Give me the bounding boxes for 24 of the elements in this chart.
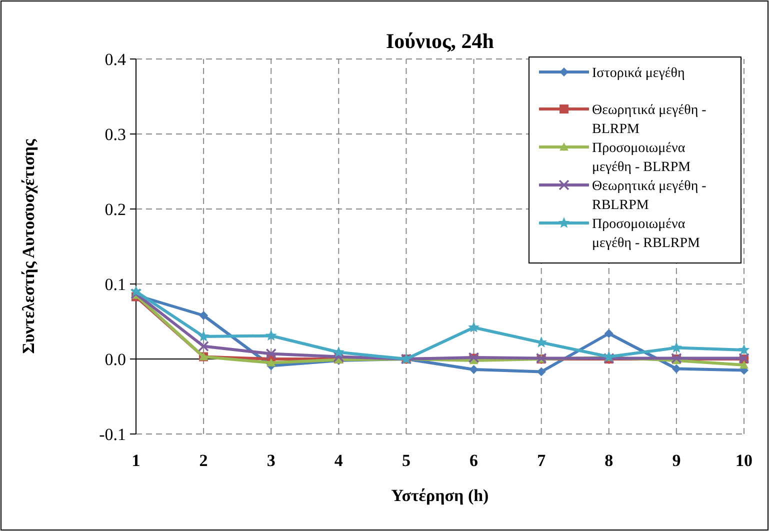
legend-label: Προσομοιωμένα μεγέθη - RBLRPM xyxy=(592,217,700,251)
y-tick-label: 0.1 xyxy=(104,275,126,294)
legend-label: Ιστορικά μεγέθη xyxy=(592,66,685,81)
y-axis-title: Συντελεστής Αυτοσυσχέτισης xyxy=(19,138,38,354)
x-tick-label: 8 xyxy=(604,451,614,470)
y-tick-label: 0.2 xyxy=(104,200,126,219)
chart-title: Ιούνιος, 24h xyxy=(386,29,494,53)
x-tick-label: 2 xyxy=(199,451,208,470)
legend-label: Θεωρητικά μεγέθη - RBLRPM xyxy=(592,179,707,213)
legend-label: Προσομοιωμένα μεγέθη - BLRPM xyxy=(592,141,692,175)
y-tick-label: -0.1 xyxy=(99,425,126,444)
y-tick-label: 0.4 xyxy=(104,50,126,69)
x-tick-label: 7 xyxy=(537,451,546,470)
x-tick-label: 3 xyxy=(266,451,276,470)
x-axis-title: Υστέρηση (h) xyxy=(391,486,489,505)
x-tick-label: 4 xyxy=(334,451,344,470)
x-tick-label: 1 xyxy=(132,451,140,470)
y-tick-label: 0.3 xyxy=(104,125,126,144)
x-tick-label: 9 xyxy=(672,451,681,470)
x-tick-label: 5 xyxy=(402,451,410,470)
y-tick-label: 0.0 xyxy=(104,350,126,369)
legend-label: Θεωρητικά μεγέθη - BLRPM xyxy=(592,103,707,137)
x-tick-label: 6 xyxy=(470,451,478,470)
x-tick-label: 10 xyxy=(736,451,752,470)
